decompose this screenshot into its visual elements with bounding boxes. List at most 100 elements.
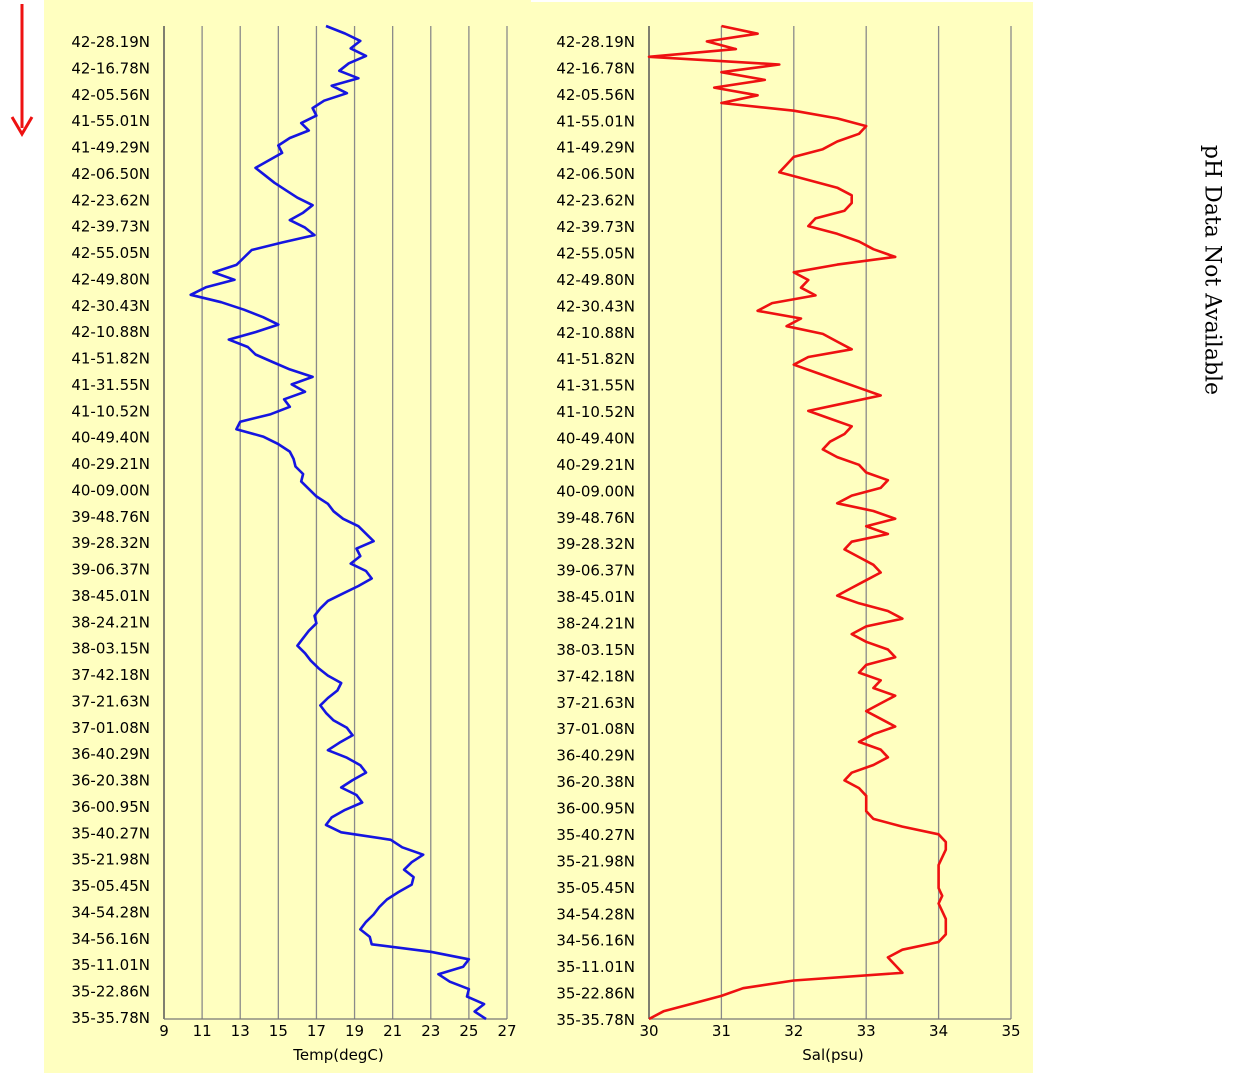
sal-y-tick-label: 34-56.16N [556, 932, 635, 950]
temp-y-tick-label: 35-11.01N [71, 956, 150, 974]
sal-y-tick-label: 35-11.01N [556, 958, 635, 976]
temp-y-tick-label: 36-00.95N [71, 798, 150, 816]
sal-y-tick-label: 39-28.32N [556, 535, 635, 553]
sal-x-tick-label: 34 [929, 1022, 948, 1040]
sal-x-tick-label: 33 [857, 1022, 876, 1040]
sal-y-tick-label: 40-09.00N [556, 482, 635, 500]
temp-series-line [189, 24, 487, 1021]
temp-y-tick-label: 37-01.08N [71, 719, 150, 737]
sal-y-tick-label: 41-55.01N [556, 112, 635, 130]
temp-y-tick-label: 42-55.05N [71, 244, 150, 262]
temp-y-tick-label: 41-55.01N [71, 112, 150, 130]
sal-y-tick-label: 42-10.88N [556, 324, 635, 342]
temp-y-tick-label: 42-28.19N [71, 33, 150, 51]
temp-y-tick-label: 42-30.43N [71, 297, 150, 315]
sal-y-tick-label: 42-16.78N [556, 59, 635, 77]
temp-x-axis-label: Temp(degC) [292, 1046, 383, 1064]
temp-x-tick-label: 23 [421, 1022, 440, 1040]
sal-y-tick-label: 36-20.38N [556, 773, 635, 791]
temp-x-tick-label: 15 [269, 1022, 288, 1040]
temp-x-tick-label: 13 [231, 1022, 250, 1040]
temp-y-tick-label: 41-10.52N [71, 402, 150, 420]
ph-note-text: pH Data Not Available [1199, 144, 1225, 396]
sal-y-tick-label: 35-35.78N [556, 1011, 635, 1029]
sal-y-tick-label: 42-30.43N [556, 297, 635, 315]
sal-y-tick-label: 36-40.29N [556, 747, 635, 765]
sal-y-tick-label: 37-42.18N [556, 667, 635, 685]
temp-y-tick-label: 35-21.98N [71, 851, 150, 869]
sal-y-tick-label: 41-10.52N [556, 403, 635, 421]
temp-y-tick-label: 37-42.18N [71, 666, 150, 684]
temp-y-tick-label: 42-23.62N [71, 191, 150, 209]
sal-y-tick-label: 39-48.76N [556, 509, 635, 527]
sal-y-tick-label: 42-28.19N [556, 33, 635, 51]
temp-x-tick-label: 9 [159, 1022, 169, 1040]
sal-x-axis-label: Sal(psu) [802, 1046, 863, 1064]
sal-y-tick-label: 42-39.73N [556, 218, 635, 236]
temp-y-tick-label: 41-51.82N [71, 350, 150, 368]
temp-y-tick-label: 34-56.16N [71, 930, 150, 948]
sal-y-tick-label: 41-31.55N [556, 377, 635, 395]
temp-y-tick-label: 40-49.40N [71, 429, 150, 447]
sal-y-tick-label: 41-49.29N [556, 139, 635, 157]
sal-x-tick-label: 31 [712, 1022, 731, 1040]
temp-x-tick-label: 21 [383, 1022, 402, 1040]
sal-y-tick-label: 37-01.08N [556, 720, 635, 738]
sal-y-tick-label: 36-00.95N [556, 800, 635, 818]
temp-y-tick-label: 40-09.00N [71, 481, 150, 499]
temp-y-tick-label: 35-05.45N [71, 877, 150, 895]
sal-series-line [647, 24, 948, 1021]
temp-y-tick-label: 40-29.21N [71, 455, 150, 473]
sal-y-tick-label: 35-22.86N [556, 985, 635, 1003]
temp-y-tick-label: 42-05.56N [71, 86, 150, 104]
down-arrow-icon [10, 4, 34, 137]
sal-y-tick-label: 41-51.82N [556, 350, 635, 368]
sal-y-tick-label: 38-45.01N [556, 588, 635, 606]
temp-y-tick-label: 42-39.73N [71, 218, 150, 236]
temp-y-tick-label: 41-31.55N [71, 376, 150, 394]
temp-y-tick-label: 39-28.32N [71, 534, 150, 552]
sal-x-tick-label: 30 [639, 1022, 658, 1040]
temp-x-tick-label: 11 [193, 1022, 212, 1040]
salinity-panel [530, 2, 1033, 1073]
sal-y-tick-label: 35-40.27N [556, 826, 635, 844]
temp-x-tick-label: 27 [497, 1022, 516, 1040]
sal-y-tick-label: 40-29.21N [556, 456, 635, 474]
sal-y-tick-label: 42-05.56N [556, 86, 635, 104]
temp-y-tick-label: 42-16.78N [71, 59, 150, 77]
sal-y-tick-label: 42-55.05N [556, 244, 635, 262]
temp-y-tick-label: 34-54.28N [71, 903, 150, 921]
temp-y-tick-label: 42-06.50N [71, 165, 150, 183]
sal-x-tick-label: 32 [784, 1022, 803, 1040]
sal-y-tick-label: 34-54.28N [556, 905, 635, 923]
sal-x-tick-label: 35 [1001, 1022, 1020, 1040]
temperature-panel [44, 0, 531, 1073]
sal-y-tick-label: 42-23.62N [556, 192, 635, 210]
temp-y-tick-label: 35-35.78N [71, 1009, 150, 1027]
temp-y-tick-label: 38-24.21N [71, 613, 150, 631]
temp-y-tick-label: 36-20.38N [71, 772, 150, 790]
sal-y-tick-label: 37-21.63N [556, 694, 635, 712]
sal-y-tick-label: 42-49.80N [556, 271, 635, 289]
temp-y-tick-label: 36-40.29N [71, 745, 150, 763]
temp-x-tick-label: 25 [459, 1022, 478, 1040]
sal-y-tick-label: 40-49.40N [556, 429, 635, 447]
sal-y-tick-label: 42-06.50N [556, 165, 635, 183]
sal-y-tick-label: 35-21.98N [556, 852, 635, 870]
temp-y-tick-label: 42-49.80N [71, 270, 150, 288]
sal-y-tick-label: 35-05.45N [556, 879, 635, 897]
temp-y-tick-label: 35-22.86N [71, 983, 150, 1001]
temp-x-tick-label: 19 [345, 1022, 364, 1040]
temp-y-tick-label: 39-06.37N [71, 561, 150, 579]
temp-y-tick-label: 42-10.88N [71, 323, 150, 341]
temp-y-tick-label: 35-40.27N [71, 824, 150, 842]
temp-y-tick-label: 41-49.29N [71, 139, 150, 157]
sal-y-tick-label: 38-03.15N [556, 641, 635, 659]
temp-x-tick-label: 17 [307, 1022, 326, 1040]
sal-y-tick-label: 38-24.21N [556, 615, 635, 633]
temp-y-tick-label: 39-48.76N [71, 508, 150, 526]
sal-y-tick-label: 39-06.37N [556, 562, 635, 580]
temp-y-tick-label: 38-45.01N [71, 587, 150, 605]
temp-y-tick-label: 37-21.63N [71, 692, 150, 710]
